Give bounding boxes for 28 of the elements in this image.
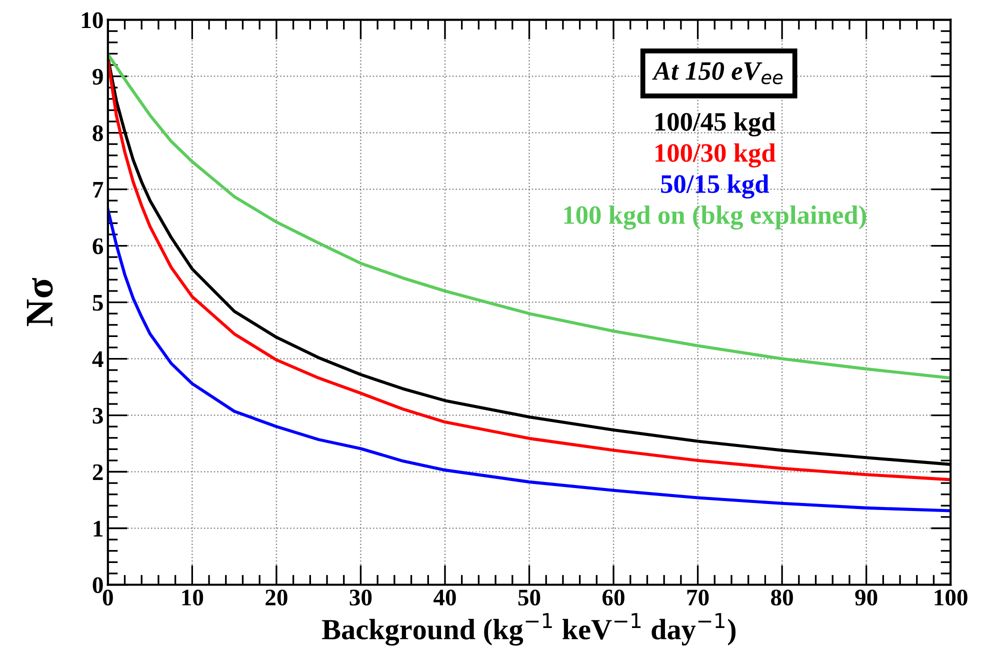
x-tick-label: 30 [350,590,372,606]
x-axis-title: Background (kg$^{−1}$ keV$^{−1}$ day$^{−1}$) [322,613,736,646]
x-tick-label: 60 [602,590,624,606]
y-tick-label: 3 [92,408,103,424]
y-tick-label: 6 [92,238,104,254]
x-tick-label: 80 [771,590,793,606]
y-tick-label: 9 [92,68,103,85]
x-tick-label: 10 [182,590,204,606]
y-tick-label: 0 [92,577,103,594]
legend-title: At 150 eV$_{ee}$ [652,62,783,84]
text: 100/30 kgd [656,143,776,168]
y-tick-label: 7 [93,182,104,198]
y-tick-label: 5 [92,295,103,311]
text: 100/45 kgd [656,112,776,136]
x-tick-label: 90 [855,590,878,606]
y-tick-label: 4 [92,351,104,367]
x-tick-label: 70 [687,590,709,606]
x-tick-label: 40 [434,590,456,606]
x-tick-label: 100 [934,590,968,606]
y-tick-label: 1 [94,520,103,536]
x-tick-label: 20 [266,590,288,606]
text: 50/15 kgd [661,174,769,199]
y-tick-label: 10 [82,12,103,28]
text: 100 kgd on (bkg explained) [564,205,866,230]
y-tick-label: 2 [92,464,103,480]
x-tick-label: 50 [518,590,540,606]
y-tick-label: 8 [92,125,103,142]
y-axis-title: Nσ [26,278,53,326]
